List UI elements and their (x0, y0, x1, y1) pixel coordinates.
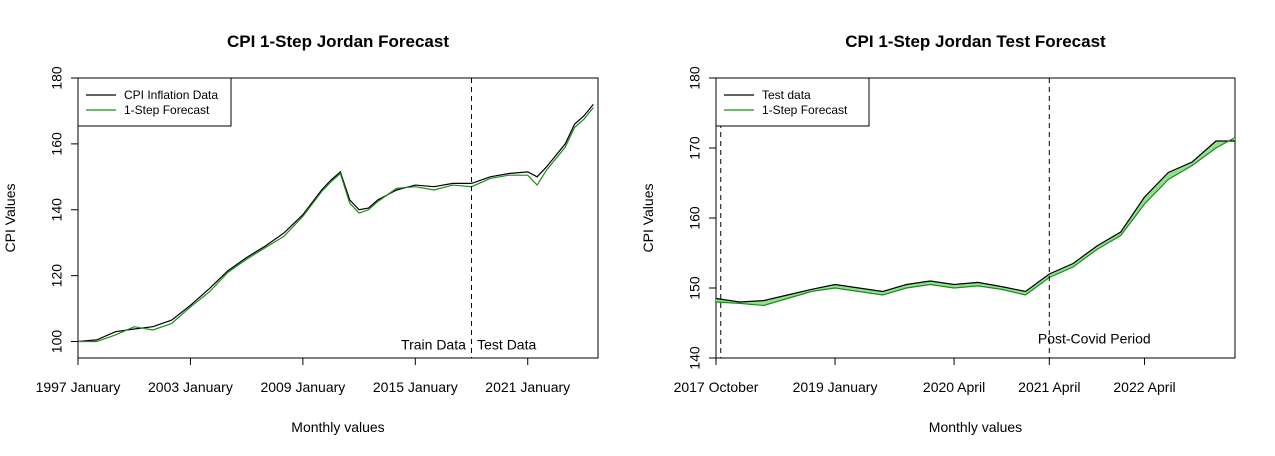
x-tick-label: 2017 October (674, 379, 759, 395)
series-line-actual (77, 103, 594, 343)
series-line-actual (715, 140, 1235, 303)
legend-box (77, 77, 232, 127)
annotation-label: Train Data (401, 336, 466, 352)
x-tick-label: 2021 April (1018, 379, 1080, 395)
forecast-band (716, 137, 1235, 306)
y-tick-label: 140 (49, 198, 65, 222)
y-tick-label: 100 (49, 330, 65, 354)
x-tick-label: 1997 January (36, 379, 121, 395)
y-axis-label: CPI Values (640, 184, 656, 253)
x-tick-label: 2009 January (260, 379, 345, 395)
x-tick-label: 2020 April (923, 379, 985, 395)
legend-label: 1-Step Forecast (762, 103, 848, 117)
y-tick-label: 160 (49, 132, 65, 156)
x-tick-label: 2021 January (485, 379, 570, 395)
left-chart: CPI 1-Step Jordan Forecast 100 120 140 160 18… (2, 32, 599, 435)
legend-label: Test data (762, 88, 811, 102)
y-tick-label: 170 (687, 136, 703, 160)
x-tick-label: 2022 April (1113, 379, 1175, 395)
y-tick-label: 180 (687, 66, 703, 90)
right-chart: CPI 1-Step Jordan Test Forecast 140 150 160… (640, 32, 1236, 435)
x-tick-label: 2003 January (148, 379, 233, 395)
series-line-forecast (78, 107, 594, 343)
legend-label: 1-Step Forecast (124, 103, 210, 117)
x-axis-label: Monthly values (929, 419, 1022, 435)
legend-box (715, 77, 870, 127)
annotation-label: Test Data (477, 336, 536, 352)
y-axis-label: CPI Values (2, 184, 18, 253)
x-tick-label: 2015 January (373, 379, 458, 395)
chart-title: CPI 1-Step Jordan Test Forecast (845, 32, 1106, 51)
legend-label: CPI Inflation Data (124, 88, 218, 102)
annotation-label: Post-Covid Period (1038, 330, 1151, 346)
y-tick-label: 180 (49, 66, 65, 90)
y-tick-label: 150 (687, 276, 703, 300)
chart-title: CPI 1-Step Jordan Forecast (227, 32, 449, 51)
plot-frame (77, 77, 599, 359)
series-line-forecast (715, 136, 1236, 307)
y-tick-label: 140 (687, 346, 703, 370)
x-axis-label: Monthly values (291, 419, 384, 435)
y-tick-label: 160 (687, 206, 703, 230)
x-tick-label: 2019 January (793, 379, 878, 395)
y-tick-label: 120 (49, 264, 65, 288)
